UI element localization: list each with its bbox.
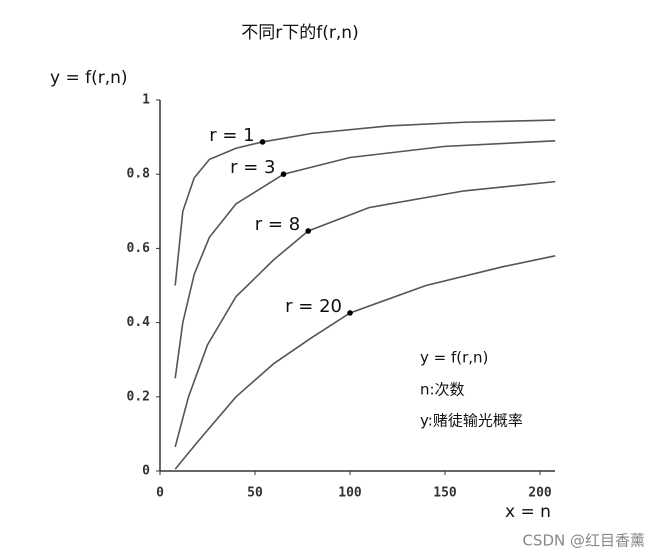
y-tick-label: 0.2: [127, 389, 150, 404]
x-tick-label: 150: [433, 486, 457, 501]
x-tick-label: 200: [528, 486, 552, 501]
chart-title: 不同r下的f(r,n): [241, 23, 358, 43]
line: [174, 140, 556, 379]
annotation: y:赌徒输光概率: [420, 412, 523, 430]
y-tick-label: 1: [142, 93, 150, 108]
x-tick-label: 50: [247, 486, 263, 501]
line: [174, 119, 556, 286]
x-tick-label: 0: [156, 486, 164, 501]
series-label: r = 1: [209, 125, 254, 146]
x-tick-label: 100: [338, 486, 362, 501]
point-marker: [280, 171, 287, 177]
series-label: r = 3: [230, 157, 275, 178]
annotation: n:次数: [420, 381, 465, 399]
line: [174, 255, 556, 470]
point-marker: [259, 139, 266, 145]
series-label: r = 20: [285, 296, 342, 317]
y-tick-label: 0: [142, 464, 150, 479]
watermark: CSDN @红目香薰: [522, 532, 645, 550]
point-marker: [305, 228, 312, 234]
point-marker: [347, 310, 353, 316]
y-tick-label: 0.4: [127, 315, 151, 330]
y-tick-label: 0.6: [127, 241, 151, 256]
series-label: r = 8: [255, 214, 300, 235]
y-tick-label: 0.8: [127, 167, 151, 182]
annotation: y = f(r,n): [420, 349, 488, 367]
y-axis-label: y = f(r,n): [50, 68, 128, 88]
x-axis-label: x = n: [505, 502, 551, 522]
line: [174, 180, 556, 448]
